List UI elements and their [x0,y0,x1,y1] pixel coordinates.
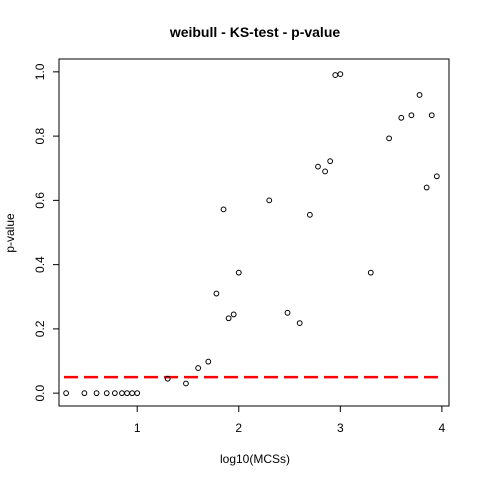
data-point [433,173,440,180]
x-axis: 1 2 3 4 [134,405,446,435]
data-point [111,390,118,397]
data-point [230,311,237,318]
y-axis: 0.0 0.2 0.4 0.6 0.8 1.0 [33,63,60,401]
y-tick-label: 0.0 [33,384,47,401]
y-tick-label: 0.2 [33,320,47,337]
data-point [213,290,220,297]
data-point [134,390,141,397]
data-point [386,135,392,142]
x-tick-label: 3 [337,421,344,435]
y-tick-label: 0.6 [33,192,47,209]
data-point [235,269,242,276]
data-point [322,168,328,175]
x-tick-label: 1 [134,421,141,435]
x-axis-label: log10(MCSs) [220,452,290,466]
chart-title: weibull - KS-test - p-value [169,24,341,40]
data-point [220,206,227,213]
data-point [408,112,415,119]
data-point [103,390,110,397]
data-point [315,163,321,170]
data-point [164,375,171,382]
points-layer [63,71,440,397]
y-axis-label: p-value [3,213,17,253]
data-point [337,71,344,78]
data-point [124,390,130,397]
y-tick-label: 0.4 [33,256,47,273]
plot-frame [58,58,450,407]
data-point [398,114,405,121]
data-point [327,158,334,165]
data-point [367,269,374,276]
data-point [205,358,212,365]
data-point [428,112,435,119]
x-tick-label: 4 [439,421,446,435]
y-tick-label: 1.0 [33,63,47,80]
data-point [423,184,430,191]
data-point [93,390,100,397]
data-point [225,315,232,322]
data-point [81,390,88,397]
data-point [296,320,303,327]
data-point [63,390,70,397]
data-point [266,197,273,204]
y-tick-label: 0.8 [33,127,47,144]
data-point [416,92,423,98]
data-point [119,390,125,397]
data-point [332,72,339,78]
data-point [306,211,313,218]
data-point [195,365,202,371]
x-tick-label: 2 [235,421,242,435]
data-point [183,380,189,387]
data-point [129,390,136,397]
data-point [284,309,291,316]
